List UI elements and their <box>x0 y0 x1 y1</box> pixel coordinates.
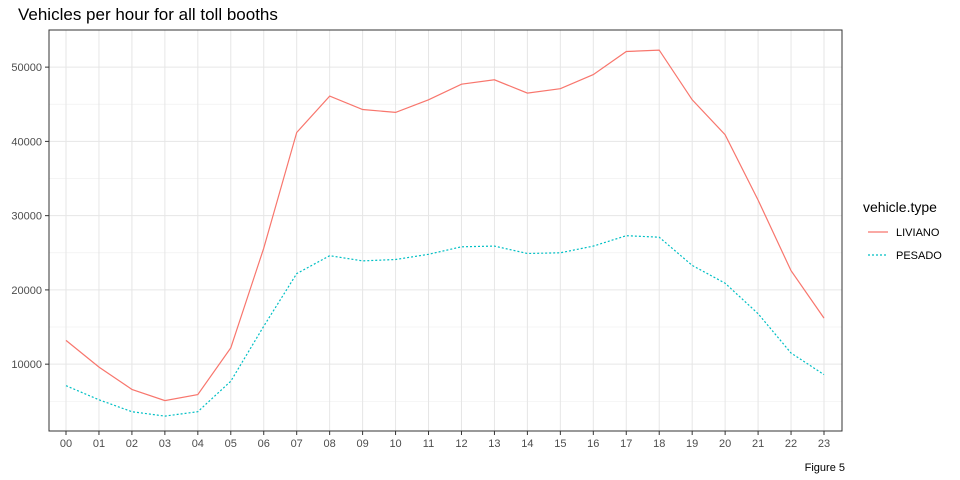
x-tick-label: 16 <box>587 438 599 450</box>
x-tick-label: 14 <box>521 438 533 450</box>
y-tick-label: 50000 <box>11 62 42 74</box>
x-tick-label: 19 <box>686 438 698 450</box>
grid-major <box>49 30 842 431</box>
x-tick-label: 13 <box>488 438 500 450</box>
y-tick-label: 40000 <box>11 136 42 148</box>
x-tick-label: 09 <box>356 438 368 450</box>
x-tick-label: 20 <box>719 438 731 450</box>
series-line-pesado <box>65 235 825 417</box>
x-tick-label: 08 <box>324 438 336 450</box>
chart-title: Vehicles per hour for all toll booths <box>18 5 278 24</box>
x-tick-label: 10 <box>389 438 401 450</box>
x-tick-label: 18 <box>653 438 665 450</box>
figure-caption: Figure 5 <box>805 462 845 474</box>
x-tick-label: 17 <box>620 438 632 450</box>
series-layer <box>65 49 825 417</box>
x-tick-label: 02 <box>126 438 138 450</box>
y-tick-label: 20000 <box>11 285 42 297</box>
x-tick-label: 06 <box>258 438 270 450</box>
y-tick-label: 30000 <box>11 211 42 223</box>
panel-border <box>48 29 843 432</box>
x-tick-label: 11 <box>423 438 434 450</box>
x-tick-label: 03 <box>159 438 171 450</box>
x-tick-label: 12 <box>455 438 467 450</box>
x-tick-label: 15 <box>554 438 566 450</box>
y-tick-label: 10000 <box>11 359 42 371</box>
x-tick-label: 22 <box>785 438 797 450</box>
legend-label-pesado: PESADO <box>896 250 942 262</box>
x-tick-label: 04 <box>192 438 204 450</box>
x-tick-label: 01 <box>93 438 105 450</box>
legend-title: vehicle.type <box>863 199 937 215</box>
x-tick-label: 21 <box>752 438 764 450</box>
axis-ticks: 00 01 02 03 04 05 06 07 08 09 10 11 12 13 14 15 16 17 18 19… <box>11 62 830 450</box>
series-line-liviano <box>65 49 825 402</box>
legend-label-liviano: LIVIANO <box>896 227 940 239</box>
x-tick-label: 05 <box>225 438 237 450</box>
x-tick-label: 23 <box>818 438 830 450</box>
legend: vehicle.type LIVIANO PESADO <box>863 199 942 264</box>
x-tick-label: 00 <box>60 438 72 450</box>
x-tick-label: 07 <box>291 438 303 450</box>
